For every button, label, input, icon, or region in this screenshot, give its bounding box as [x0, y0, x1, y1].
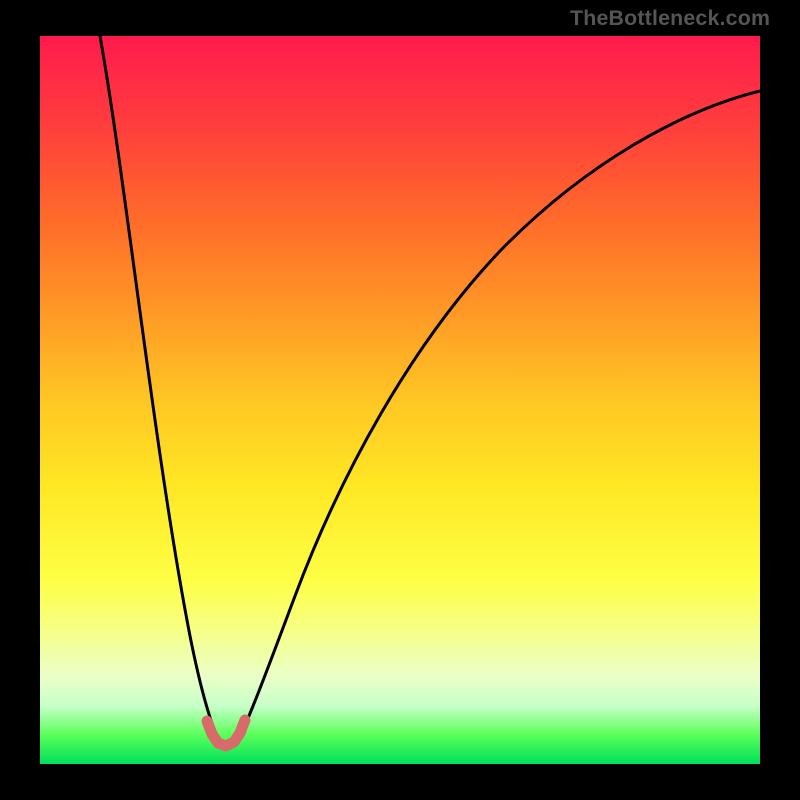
plot-area [40, 36, 760, 764]
chart-svg [40, 36, 760, 764]
bottleneck-curve [100, 36, 760, 744]
optimal-band-marker [207, 720, 245, 746]
watermark-text: TheBottleneck.com [570, 6, 770, 31]
chart-frame: TheBottleneck.com [0, 0, 800, 800]
